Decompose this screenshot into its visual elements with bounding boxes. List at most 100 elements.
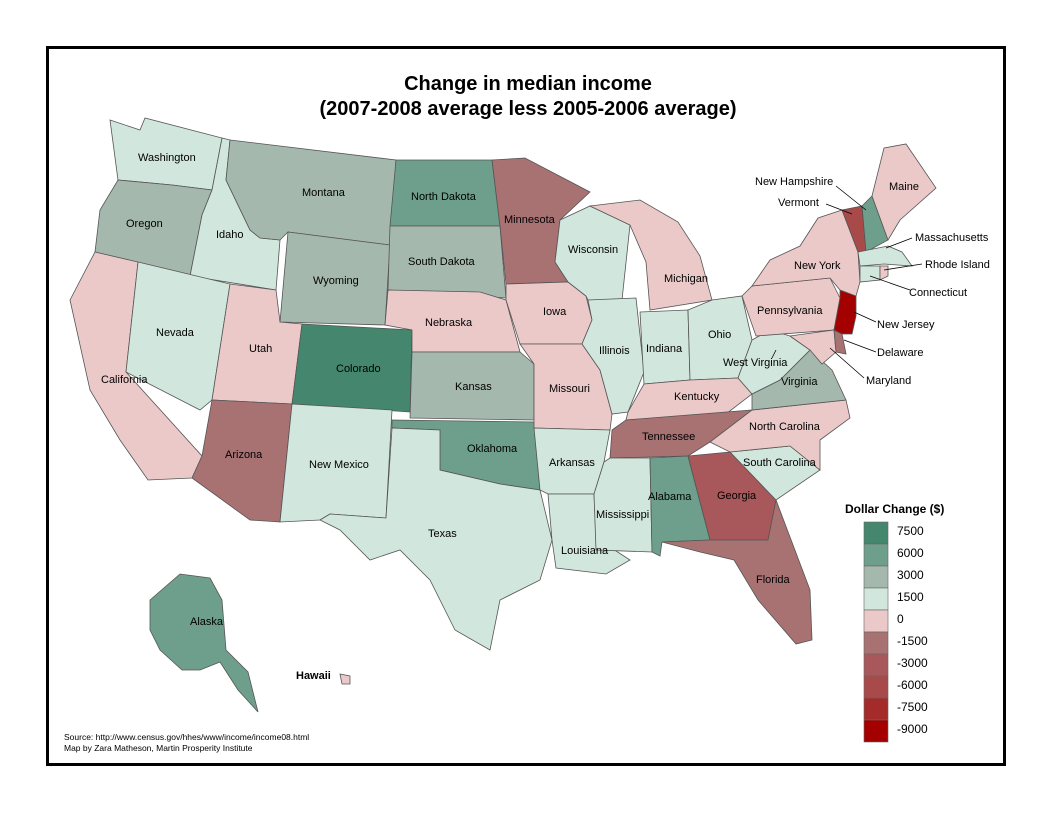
- label-virginia: Virginia: [781, 376, 818, 388]
- label-vermont: Vermont: [778, 197, 819, 209]
- label-oklahoma: Oklahoma: [467, 443, 518, 455]
- source-note: Source: http://www.census.gov/hhes/www/i…: [64, 732, 310, 742]
- label-montana: Montana: [302, 187, 346, 199]
- label-alaska: Alaska: [190, 616, 224, 628]
- leader-maryland: [829, 347, 865, 379]
- legend-label: -9000: [897, 722, 928, 736]
- label-iowa: Iowa: [543, 306, 567, 318]
- label-alabama: Alabama: [648, 491, 692, 503]
- label-maine: Maine: [889, 181, 919, 193]
- legend-swatch: [863, 719, 889, 743]
- legend-label: 3000: [897, 568, 924, 582]
- legend-swatch: [863, 521, 889, 545]
- label-wisconsin: Wisconsin: [568, 244, 618, 256]
- state-alaska[interactable]: [149, 573, 259, 713]
- legend-label: -1500: [897, 634, 928, 648]
- label-minnesota: Minnesota: [504, 214, 556, 226]
- state-maine[interactable]: [871, 143, 937, 241]
- legend-swatch: [863, 631, 889, 655]
- label-utah: Utah: [249, 343, 272, 355]
- legend-label: -7500: [897, 700, 928, 714]
- label-new-mexico: New Mexico: [309, 459, 369, 471]
- leader-rhode-island: [883, 263, 923, 271]
- credit-note: Map by Zara Matheson, Martin Prosperity …: [64, 743, 253, 753]
- leader-massachusetts: [885, 237, 913, 249]
- label-south-carolina: South Carolina: [743, 457, 817, 469]
- state-connecticut[interactable]: [859, 265, 881, 283]
- legend-label: 6000: [897, 546, 924, 560]
- label-kentucky: Kentucky: [674, 391, 720, 403]
- label-wyoming: Wyoming: [313, 275, 359, 287]
- legend-swatch: [863, 697, 889, 721]
- label-louisiana: Louisiana: [561, 545, 609, 557]
- label-oregon: Oregon: [126, 218, 163, 230]
- label-indiana: Indiana: [646, 343, 683, 355]
- legend-swatch: [863, 587, 889, 611]
- legend-swatch: [863, 653, 889, 677]
- legend-label: -6000: [897, 678, 928, 692]
- legend-swatch: [863, 675, 889, 699]
- leader-connecticut: [869, 275, 911, 291]
- label-ohio: Ohio: [708, 329, 731, 341]
- label-south-dakota: South Dakota: [408, 256, 476, 268]
- label-west-virginia: West Virginia: [723, 357, 788, 369]
- label-rhode-island: Rhode Island: [925, 259, 990, 271]
- label-arkansas: Arkansas: [549, 457, 595, 469]
- label-illinois: Illinois: [599, 345, 630, 357]
- label-hawaii: Hawaii: [296, 670, 331, 682]
- legend-label: 0: [897, 612, 904, 626]
- leader-new-hampshire: [835, 185, 867, 211]
- state-new-jersey[interactable]: [833, 289, 857, 335]
- label-pennsylvania: Pennsylvania: [757, 305, 823, 317]
- label-missouri: Missouri: [549, 383, 590, 395]
- map-subtitle: (2007-2008 average less 2005-2006 averag…: [319, 98, 737, 120]
- label-new-jersey: New Jersey: [877, 319, 935, 331]
- label-connecticut: Connecticut: [909, 287, 967, 299]
- state-hawaii[interactable]: [339, 673, 351, 685]
- label-nevada: Nevada: [156, 327, 195, 339]
- state-florida[interactable]: [661, 498, 813, 645]
- state-rhode-island[interactable]: [879, 265, 889, 281]
- label-california: California: [101, 374, 148, 386]
- label-maryland: Maryland: [866, 375, 911, 387]
- label-georgia: Georgia: [717, 490, 757, 502]
- leader-delaware: [843, 339, 877, 353]
- label-michigan: Michigan: [664, 273, 708, 285]
- label-texas: Texas: [428, 528, 457, 540]
- label-new-york: New York: [794, 260, 841, 272]
- legend-title: Dollar Change ($): [845, 502, 945, 516]
- state-illinois[interactable]: [581, 297, 645, 415]
- state-mississippi[interactable]: [593, 457, 653, 553]
- legend-swatch: [863, 609, 889, 633]
- state-texas[interactable]: [319, 427, 553, 651]
- label-washington: Washington: [138, 152, 196, 164]
- leader-new-jersey: [853, 311, 877, 323]
- label-tennessee: Tennessee: [642, 431, 695, 443]
- label-idaho: Idaho: [216, 229, 244, 241]
- state-arizona[interactable]: [191, 399, 293, 523]
- leader-west-virginia: [771, 349, 777, 359]
- label-new-hampshire: New Hampshire: [755, 176, 833, 188]
- label-arizona: Arizona: [225, 449, 263, 461]
- legend-swatches: [863, 521, 889, 743]
- map-title: Change in median income: [404, 73, 652, 95]
- label-massachusetts: Massachusetts: [915, 232, 989, 244]
- legend-label: -3000: [897, 656, 928, 670]
- label-north-dakota: North Dakota: [411, 191, 477, 203]
- map-frame: [46, 46, 1006, 766]
- state-maryland[interactable]: [788, 329, 837, 365]
- label-mississippi: Mississippi: [596, 509, 649, 521]
- legend-swatch: [863, 543, 889, 567]
- label-north-carolina: North Carolina: [749, 421, 821, 433]
- label-delaware: Delaware: [877, 347, 923, 359]
- label-nebraska: Nebraska: [425, 317, 473, 329]
- label-colorado: Colorado: [336, 363, 381, 375]
- label-florida: Florida: [756, 574, 791, 586]
- legend-label: 7500: [897, 524, 924, 538]
- legend-swatch: [863, 565, 889, 589]
- leader-vermont: [825, 203, 853, 215]
- label-kansas: Kansas: [455, 381, 492, 393]
- legend-label: 1500: [897, 590, 924, 604]
- state-nevada[interactable]: [125, 261, 231, 411]
